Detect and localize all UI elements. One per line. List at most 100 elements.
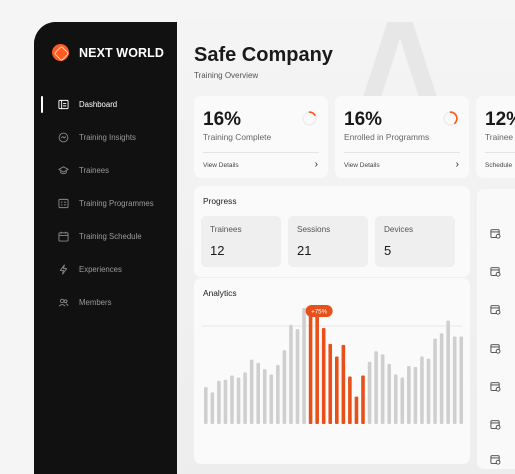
calendar-clock-icon[interactable] [490,419,501,430]
chart-bar[interactable] [393,374,398,424]
sidebar-item-label: Trainees [79,166,110,175]
chart-bar[interactable] [204,387,208,424]
stat-card-training-complete: 16% Training Complete View Details › [194,96,328,178]
brand-logo-icon [52,44,69,61]
progress-ring-icon [443,111,458,126]
calendar-clock-icon[interactable] [490,343,501,354]
view-details-link[interactable]: View Details [203,162,239,169]
sidebar-item-label: Training Schedule [79,232,142,241]
calendar-clock-icon[interactable] [490,228,501,239]
chart-bar[interactable] [413,367,418,424]
sidebar: NEXT WORLD Dashboard Training Insights T… [34,22,177,474]
sidebar-item-label: Members [79,298,112,307]
stat-value: 16% [203,109,242,130]
chart-bar[interactable] [420,356,424,424]
chart-bar[interactable] [236,377,241,424]
chart-bar[interactable] [452,336,457,424]
sidebar-item-training-schedule[interactable]: Training Schedule [34,220,177,253]
stat-caption: Training Complete [203,132,272,142]
stat-card-schedule: 12% Trainee Schedule [476,96,515,178]
analytics-card: Analytics +75% [194,278,470,464]
chart-bar[interactable] [269,374,274,424]
chart-bar[interactable] [439,333,444,424]
chart-bar[interactable] [308,315,313,424]
chart-bar[interactable] [321,328,326,424]
chevron-right-icon[interactable]: › [314,159,318,170]
progress-item-sessions[interactable]: Sessions 21 [288,216,368,267]
chart-bar[interactable] [210,392,215,424]
chart-bar[interactable] [380,354,385,424]
analytics-title: Analytics [203,288,237,298]
schedule-list [477,189,515,469]
view-details-link[interactable]: View Details [344,162,380,169]
calendar-clock-icon[interactable] [490,266,501,277]
chart-bar[interactable] [262,369,267,424]
dashboard-icon [58,99,69,110]
progress-item-label: Sessions [297,225,331,234]
stat-caption: Enrolled in Programms [344,132,430,142]
chart-bar[interactable] [341,344,346,424]
analytics-chart: +75% [202,305,464,424]
chart-bar[interactable] [387,363,391,424]
chart-bar[interactable] [302,308,306,424]
progress-item-trainees[interactable]: Trainees 12 [201,216,281,267]
sidebar-item-training-programmes[interactable]: Training Programmes [34,187,177,220]
sidebar-item-members[interactable]: Members [34,286,177,319]
progress-item-value: 21 [297,243,312,258]
divider [203,152,319,153]
schedule-link[interactable]: Schedule [485,162,513,169]
chart-bar[interactable] [315,315,319,424]
chart-bar[interactable] [217,380,221,424]
chart-bar[interactable] [354,396,359,424]
chart-bar[interactable] [446,320,450,424]
progress-ring-icon [302,111,317,126]
chart-bar[interactable] [282,350,287,424]
chart-bar[interactable] [328,343,333,424]
chart-bar[interactable] [230,375,234,424]
chart-bar[interactable] [367,361,372,424]
sidebar-item-label: Experiences [79,265,122,274]
sidebar-item-experiences[interactable]: Experiences [34,253,177,286]
chart-bar[interactable] [426,358,431,424]
chart-bar[interactable] [407,366,411,424]
chart-bar[interactable] [459,336,464,424]
programmes-icon [58,198,69,209]
chart-bar[interactable] [295,329,300,424]
chart-bar[interactable] [348,376,352,424]
chart-bar[interactable] [243,372,247,424]
calendar-clock-icon[interactable] [490,381,501,392]
sidebar-item-dashboard[interactable]: Dashboard [34,88,177,121]
app-window: NEXT WORLD Dashboard Training Insights T… [34,22,515,474]
stat-value: 12% [485,109,515,130]
chart-bar[interactable] [289,324,293,424]
calendar-clock-icon[interactable] [490,454,501,465]
brand[interactable]: NEXT WORLD [52,44,164,61]
chart-bar[interactable] [223,379,228,424]
chevron-right-icon[interactable]: › [455,159,459,170]
main-content: Safe Company Training Overview 16% Train… [177,22,515,474]
sidebar-item-label: Training Programmes [79,199,154,208]
sidebar-nav: Dashboard Training Insights Trainees Tra… [34,88,177,319]
progress-item-devices[interactable]: Devices 5 [375,216,455,267]
sidebar-item-trainees[interactable]: Trainees [34,154,177,187]
chart-bar[interactable] [361,375,365,424]
chart-bar[interactable] [256,362,260,424]
members-icon [58,298,69,307]
graduation-cap-icon [58,166,69,175]
chart-bar[interactable] [335,356,339,424]
divider [344,152,460,153]
brand-name: NEXT WORLD [79,45,165,60]
sidebar-item-training-insights[interactable]: Training Insights [34,121,177,154]
insights-icon [58,132,69,143]
chart-bar[interactable] [374,351,378,424]
progress-item-label: Devices [384,225,414,234]
chart-bar[interactable] [249,359,254,424]
calendar-clock-icon[interactable] [490,304,501,315]
chart-bar[interactable] [400,377,405,424]
trend-badge-label: +75% [311,309,327,316]
progress-title: Progress [203,196,237,206]
sidebar-item-label: Dashboard [79,100,118,109]
trend-badge: +75% [305,305,333,317]
chart-bar[interactable] [433,338,437,424]
chart-bar[interactable] [276,364,280,424]
